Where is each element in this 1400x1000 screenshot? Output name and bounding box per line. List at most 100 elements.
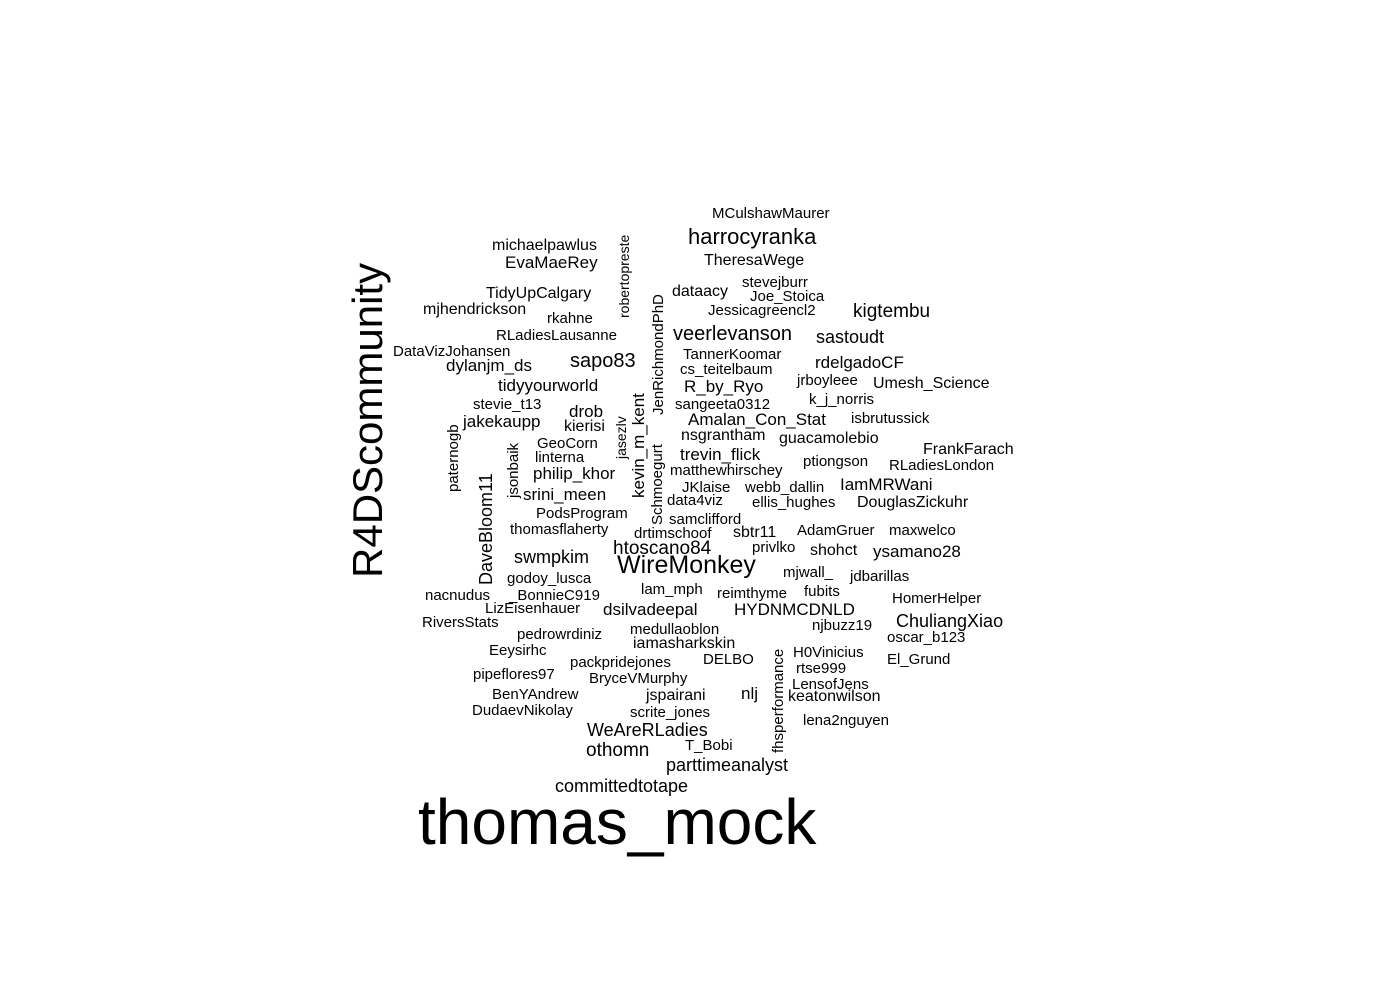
- cloud-word: swmpkim: [514, 547, 589, 567]
- cloud-word: AdamGruer: [797, 522, 875, 539]
- cloud-word: scrite_jones: [630, 704, 711, 721]
- cloud-word: privlko: [752, 539, 796, 556]
- cloud-word: packpridejones: [570, 654, 671, 671]
- cloud-word: HYDNMCDNLD: [734, 600, 855, 619]
- cloud-word: MCulshawMaurer: [712, 205, 830, 222]
- cloud-word: H0Vinicius: [793, 644, 864, 661]
- cloud-word: dsilvadeepal: [603, 600, 698, 619]
- cloud-word: R_by_Ryo: [684, 377, 764, 396]
- cloud-word: philip_khor: [533, 464, 616, 483]
- cloud-word: BenYAndrew: [492, 686, 579, 703]
- cloud-word: JKlaise: [682, 479, 731, 496]
- cloud-word: jsonbaik: [505, 442, 522, 498]
- cloud-word: TidyUpCalgary: [486, 285, 592, 302]
- cloud-word: Joe_Stoica: [750, 288, 825, 305]
- cloud-word: cs_teitelbaum: [680, 361, 773, 378]
- cloud-word: GeoCorn: [537, 435, 598, 452]
- cloud-word: linterna: [535, 449, 585, 466]
- cloud-word: stevie_t13: [473, 396, 542, 413]
- cloud-word: ptiongson: [803, 453, 869, 470]
- cloud-word: Schmoegurt: [649, 444, 666, 525]
- cloud-word: rkahne: [547, 310, 593, 327]
- cloud-word: sapo83: [570, 350, 636, 372]
- cloud-word: drtimschoof: [634, 525, 712, 542]
- cloud-word: kierisi: [564, 418, 605, 435]
- cloud-word: kigtembu: [853, 301, 931, 322]
- cloud-word: mjwall_: [783, 564, 834, 581]
- cloud-word: FrankFarach: [923, 441, 1014, 458]
- cloud-word: LizEisenhauer: [485, 600, 581, 617]
- cloud-word: samclifford: [669, 511, 742, 528]
- cloud-word: stevejburr: [742, 274, 808, 291]
- cloud-word: jrboyleee: [797, 372, 858, 389]
- cloud-word: dataacy: [672, 283, 729, 300]
- cloud-word: DaveBloom11: [476, 473, 496, 585]
- cloud-word: drob: [569, 402, 604, 421]
- cloud-word: guacamolebio: [779, 430, 879, 447]
- cloud-word: WeAreRLadies: [587, 720, 708, 740]
- cloud-word: robertopreste: [616, 234, 632, 318]
- cloud-word: rdelgadoCF: [815, 353, 904, 372]
- cloud-word: DouglasZickuhr: [857, 494, 969, 511]
- cloud-word: committedtotape: [555, 776, 689, 796]
- cloud-word: shohct: [810, 542, 858, 559]
- cloud-word: rtse999: [796, 660, 847, 677]
- cloud-word: LensofJens: [792, 676, 869, 693]
- cloud-word: DELBO: [703, 651, 754, 668]
- cloud-word: pipeflores97: [473, 666, 555, 683]
- cloud-word: paternogb: [445, 424, 462, 492]
- cloud-word: JenRichmondPhD: [650, 294, 667, 415]
- cloud-word: EvaMaeRey: [505, 253, 598, 272]
- cloud-word: dylanjm_ds: [446, 356, 532, 375]
- cloud-word: _BonnieC919: [509, 587, 600, 604]
- cloud-word: jakekaupp: [463, 412, 541, 431]
- cloud-word: keatonwilson: [788, 688, 881, 705]
- cloud-word: sbtr11: [733, 524, 777, 541]
- cloud-word: HomerHelper: [892, 590, 982, 607]
- cloud-word: parttimeanalyst: [666, 755, 789, 775]
- cloud-word: TannerKoomar: [683, 346, 782, 363]
- cloud-word: ellis_hughes: [752, 494, 836, 511]
- cloud-word: jdbarillas: [850, 568, 910, 585]
- cloud-word: ysamano28: [873, 542, 961, 561]
- cloud-word: R4DScommunity: [344, 262, 391, 578]
- cloud-word: data4viz: [667, 492, 723, 509]
- cloud-word: RiversStats: [422, 614, 499, 631]
- cloud-word: nacnudus: [425, 587, 491, 604]
- cloud-word: IamMRWani: [840, 475, 933, 494]
- cloud-word: fhsperformance: [770, 648, 787, 753]
- cloud-word: DudaevNikolay: [472, 702, 573, 719]
- cloud-word: Jessicagreencl2: [708, 302, 816, 319]
- cloud-word: oscar_b123: [887, 629, 966, 646]
- cloud-word: reimthyme: [717, 585, 788, 602]
- cloud-word: RLadiesLondon: [889, 457, 995, 474]
- cloud-word: njbuzz19: [812, 617, 873, 634]
- cloud-word: Amalan_Con_Stat: [688, 410, 826, 429]
- cloud-word: thomasflaherty: [510, 521, 609, 538]
- cloud-word: matthewhirschey: [670, 462, 783, 479]
- cloud-word: k_j_norris: [809, 391, 875, 408]
- cloud-word: sangeeta0312: [675, 396, 771, 413]
- cloud-word: maxwelco: [889, 522, 956, 539]
- cloud-word: veerlevanson: [673, 323, 792, 345]
- cloud-word: jspairani: [646, 687, 706, 704]
- cloud-word: mjhendrickson: [423, 301, 527, 318]
- cloud-word: othomn: [586, 740, 650, 761]
- cloud-word: WireMonkey: [617, 551, 756, 579]
- cloud-word: harrocyranka: [688, 224, 817, 249]
- cloud-word: iamasharkskin: [633, 635, 736, 652]
- cloud-word: T_Bobi: [685, 737, 733, 754]
- cloud-word: ChuliangXiao: [896, 611, 1004, 631]
- cloud-word: pedrowrdiniz: [517, 626, 603, 643]
- cloud-word: Eeysirhc: [489, 642, 547, 659]
- cloud-word: godoy_lusca: [507, 570, 592, 587]
- cloud-word: lam_mph: [641, 581, 703, 598]
- cloud-word: tidyyourworld: [498, 376, 599, 395]
- cloud-word: fubits: [804, 583, 840, 600]
- cloud-word: TheresaWege: [704, 252, 805, 269]
- cloud-word: Umesh_Science: [873, 375, 990, 392]
- cloud-word: DataVizJohansen: [393, 343, 511, 360]
- cloud-word: sastoudt: [816, 327, 885, 347]
- cloud-word: michaelpawlus: [492, 237, 597, 254]
